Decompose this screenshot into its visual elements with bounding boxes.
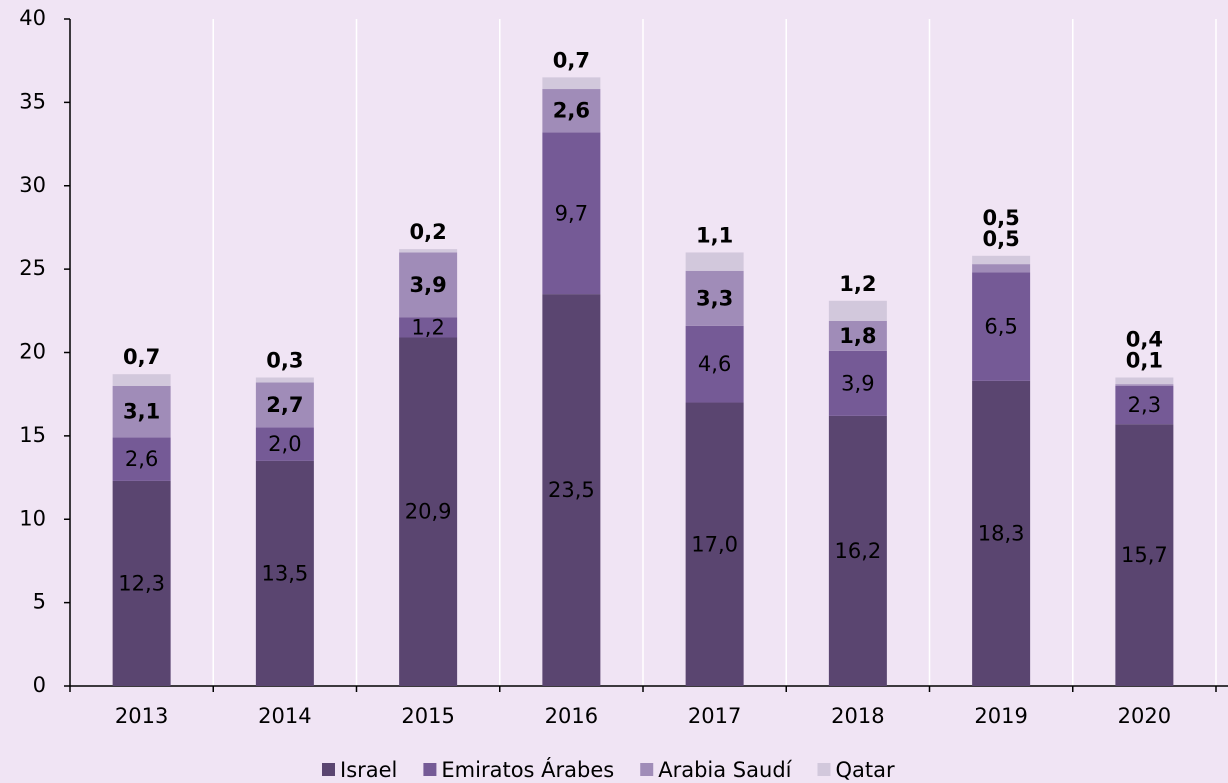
bar-segment <box>112 385 171 438</box>
bar-segment <box>1115 424 1174 686</box>
data-label: 0,4 <box>1126 328 1163 352</box>
legend-swatch <box>640 763 654 776</box>
y-tick-label: 20 <box>19 340 46 364</box>
data-label: 2,0 <box>268 432 301 456</box>
bar-segment <box>972 380 1031 686</box>
data-label: 3,9 <box>410 273 447 297</box>
bar-segment <box>972 272 1031 381</box>
data-label: 18,3 <box>978 521 1025 545</box>
bar-segment <box>399 337 458 686</box>
legend-swatch <box>423 763 437 776</box>
data-label: 12,3 <box>118 571 165 595</box>
bar-segment <box>112 480 171 686</box>
data-label: 0,5 <box>983 227 1020 251</box>
data-label: 2,6 <box>553 99 590 123</box>
data-label: 6,5 <box>984 315 1017 339</box>
bar-segment <box>112 374 171 386</box>
data-label: 4,6 <box>698 352 731 376</box>
data-label: 17,0 <box>691 532 738 556</box>
y-tick-label: 10 <box>19 506 46 530</box>
data-label: 1,2 <box>839 272 876 296</box>
bar-segment <box>399 252 458 318</box>
x-tick-label: 2014 <box>258 704 311 728</box>
legend-swatch <box>817 763 831 776</box>
data-label: 2,7 <box>266 393 303 417</box>
data-label: 13,5 <box>261 561 308 585</box>
data-label: 0,2 <box>410 220 447 244</box>
x-tick-label: 2019 <box>974 704 1027 728</box>
y-tick-label: 15 <box>19 423 46 447</box>
legend-label: Israel <box>340 758 397 782</box>
bar-segment <box>399 317 458 338</box>
legend-label: Arabia Saudí <box>658 758 792 782</box>
bar-segment <box>685 325 744 403</box>
bar-segment <box>828 415 887 686</box>
data-label: 1,1 <box>696 223 733 247</box>
bar-segment <box>255 460 314 686</box>
bar-segment <box>972 255 1031 265</box>
bar-segment <box>542 132 601 295</box>
data-label: 3,1 <box>123 400 160 424</box>
bar-segment <box>255 382 314 428</box>
bar-segment <box>112 437 171 481</box>
data-label: 2,3 <box>1128 393 1161 417</box>
bar-segment <box>542 77 601 90</box>
data-label: 20,9 <box>405 500 452 524</box>
y-tick-label: 35 <box>19 89 46 113</box>
bar-segment <box>1115 384 1174 386</box>
data-label: 0,7 <box>123 345 160 369</box>
bar-segment <box>542 89 601 133</box>
data-label: 1,8 <box>839 324 876 348</box>
bar-segment <box>828 350 887 416</box>
bar-segment <box>1115 377 1174 385</box>
y-tick-label: 5 <box>33 590 46 614</box>
data-label: 3,3 <box>696 286 733 310</box>
data-label: 0,1 <box>1126 349 1163 373</box>
bar-segment <box>542 294 601 686</box>
legend-swatch <box>322 763 335 776</box>
x-tick-label: 2017 <box>688 704 741 728</box>
y-tick-label: 0 <box>33 673 46 697</box>
data-label: 23,5 <box>548 478 595 502</box>
bar-segment <box>828 300 887 321</box>
legend-label: Qatar <box>835 758 895 782</box>
bar-segment <box>685 270 744 326</box>
data-label: 9,7 <box>555 201 588 225</box>
data-label: 0,7 <box>553 48 590 72</box>
x-tick-label: 2015 <box>401 704 454 728</box>
x-tick-label: 2018 <box>831 704 884 728</box>
x-tick-label: 2020 <box>1118 704 1171 728</box>
bar-segment <box>685 252 744 271</box>
bar-segment <box>255 377 314 383</box>
data-label: 1,2 <box>411 315 444 339</box>
x-tick-label: 2016 <box>545 704 598 728</box>
bar-segment <box>255 427 314 461</box>
data-label: 0,3 <box>266 349 303 373</box>
data-label: 3,9 <box>841 371 874 395</box>
bar-segment <box>685 402 744 686</box>
data-label: 0,5 <box>983 206 1020 230</box>
bar-segment <box>1115 385 1174 425</box>
legend-label: Emiratos Árabes <box>441 757 614 782</box>
x-tick-label: 2013 <box>115 704 168 728</box>
y-tick-label: 30 <box>19 173 46 197</box>
y-tick-label: 25 <box>19 256 46 280</box>
data-label: 2,6 <box>125 447 158 471</box>
bar-segment <box>828 320 887 351</box>
data-label: 15,7 <box>1121 543 1168 567</box>
bar-segment <box>972 264 1031 273</box>
data-label: 16,2 <box>834 539 881 563</box>
y-tick-label: 40 <box>19 6 46 30</box>
bar-segment <box>399 249 458 253</box>
